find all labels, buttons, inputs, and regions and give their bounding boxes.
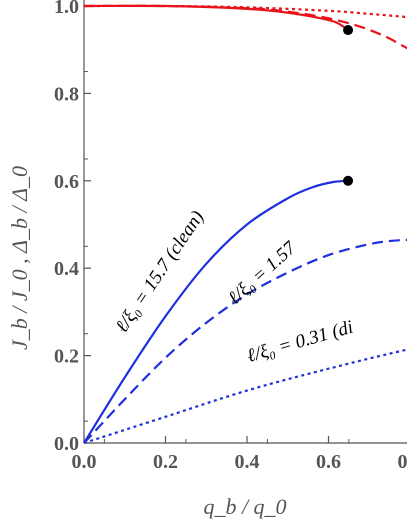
series-line — [83, 238, 407, 444]
y-tick-label: 0.2 — [54, 346, 79, 368]
curve-annotation: ℓ/ξ₀ = 1.57 — [224, 237, 301, 309]
x-tick-label: 0.6 — [316, 451, 341, 473]
curve-annotation: ℓ/ξ₀ = 15.7 (clean) — [111, 207, 208, 337]
series-line — [83, 4, 349, 31]
x-tick-label: 0.4 — [235, 451, 260, 473]
endpoint-marker — [343, 25, 354, 36]
axis-labels: q_b / q_0 J_b / J_0 , Δ_b / Δ_0 — [7, 166, 287, 519]
series-line — [83, 179, 349, 444]
x-tick-label: 0.2 — [153, 451, 178, 473]
y-tick-label: 0.8 — [54, 83, 79, 105]
y-tick-label: 0.6 — [54, 171, 79, 193]
curve-annotation: ℓ/ξ₀ = 0.31 (di — [245, 317, 356, 367]
y-axis-label: J_b / J_0 , Δ_b / Δ_0 — [7, 166, 32, 350]
y-tick-label: 1.0 — [54, 0, 79, 18]
x-tick-label: 0.8 — [398, 451, 407, 473]
plot-area: 0.00.20.40.60.810.00.20.40.60.81.0ℓ/ξ₀ =… — [54, 0, 407, 473]
x-tick-label: 0.0 — [72, 451, 97, 473]
endpoint-marker — [343, 175, 354, 186]
y-tick-label: 0.4 — [54, 258, 79, 280]
x-axis-label: q_b / q_0 — [203, 494, 286, 519]
series-line — [83, 348, 407, 445]
y-tick-label: 0.0 — [54, 433, 79, 455]
